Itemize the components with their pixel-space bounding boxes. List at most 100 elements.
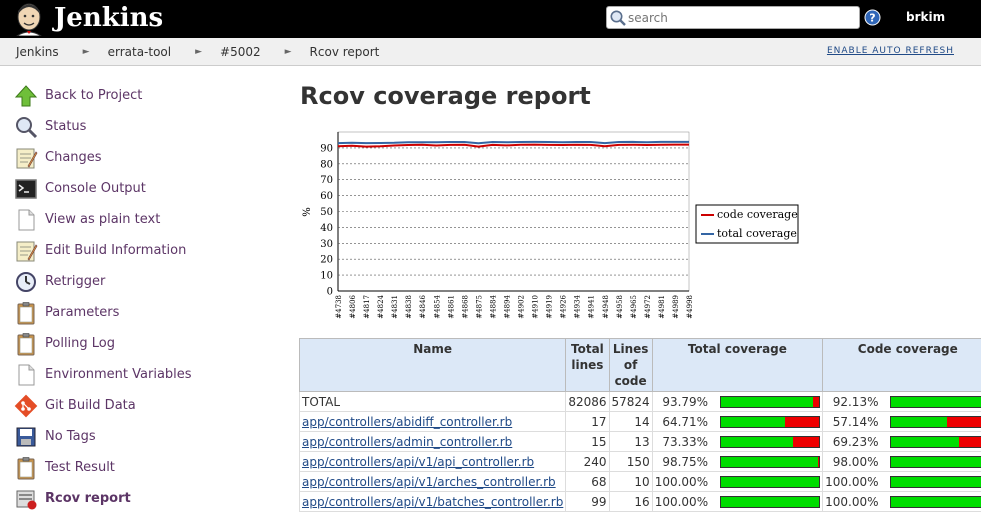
sidebar-item-label: Console Output xyxy=(45,181,146,196)
sidebar-item-label: Back to Project xyxy=(45,88,143,103)
document-icon xyxy=(18,364,35,385)
column-header-name[interactable]: Name xyxy=(298,338,567,392)
chart-y-ticks: 0 10 20 30 40 50 60 70 80 90 xyxy=(320,143,333,297)
enable-auto-refresh-link[interactable]: ENABLE AUTO REFRESH xyxy=(826,46,954,56)
document-icon xyxy=(18,209,35,230)
help-icon[interactable]: ? xyxy=(864,9,881,26)
code-coverage-bar xyxy=(890,495,981,508)
total-coverage-bar-fill xyxy=(721,496,820,507)
chart-x-tick-label: #4981 xyxy=(658,295,666,319)
chevron-right-icon[interactable]: ► xyxy=(284,47,292,57)
sidebar-item-label: Git Build Data xyxy=(45,398,136,413)
breadcrumb-jenkins[interactable]: Jenkins xyxy=(16,45,59,59)
total-coverage-bar-fill xyxy=(721,456,818,467)
cell-total-lines: 68 xyxy=(565,471,610,492)
cell-total-coverage: 100.00% xyxy=(651,491,719,512)
chart-x-tick-label: #4868 xyxy=(461,295,469,319)
sidebar-item-environment-variables[interactable]: Environment Variables xyxy=(14,359,274,390)
chart-x-tick-label: #4806 xyxy=(349,294,357,318)
page-header: Jenkins ? brkim xyxy=(0,0,981,38)
chart-x-tick-label: #4998 xyxy=(686,295,694,319)
table-row: app/controllers/abidiff_controller.rb 17 1… xyxy=(298,411,981,432)
sidebar-item-console-output[interactable]: Console Output xyxy=(14,173,274,204)
sidebar-item-test-result[interactable]: Test Result xyxy=(14,452,274,483)
sidebar: Back to Project Status Changes Console O… xyxy=(14,80,274,514)
chart-x-tick-label: #4838 xyxy=(405,295,413,319)
cell-code-coverage: 57.14% xyxy=(822,411,889,432)
chart-series-line-code-coverage xyxy=(337,143,689,148)
total-label: TOTAL xyxy=(302,394,341,409)
chart-x-tick-label: #4934 xyxy=(574,294,582,318)
code-coverage-bar-cell xyxy=(888,431,981,452)
cell-lines-of-code: 10 xyxy=(608,471,653,492)
file-link[interactable]: app/controllers/abidiff_controller.rb xyxy=(302,414,513,429)
search-box[interactable] xyxy=(606,6,860,29)
cell-code-coverage: 92.13% xyxy=(822,391,889,412)
coverage-trend-chart: 0 10 20 30 40 50 60 70 80 90 #4738 #4806 #4817 #4824… xyxy=(302,131,799,319)
column-header-lines-of-code[interactable]: Lines of code xyxy=(608,338,653,392)
sidebar-item-label: Environment Variables xyxy=(45,367,192,382)
file-link[interactable]: app/controllers/api/v1/arches_controller… xyxy=(302,474,556,489)
chart-x-tick-label: #4910 xyxy=(532,295,540,319)
chart-y-tick-label: 50 xyxy=(320,207,333,218)
column-header-total-coverage[interactable]: Total coverage xyxy=(651,338,824,392)
table-row: app/controllers/api/v1/api_controller.rb… xyxy=(298,451,981,472)
total-coverage-bar-cell xyxy=(718,411,824,432)
sidebar-item-view-as-plain-text[interactable]: View as plain text xyxy=(14,204,274,235)
app-title[interactable]: Jenkins xyxy=(54,3,164,33)
file-link[interactable]: app/controllers/admin_controller.rb xyxy=(302,434,513,449)
column-header-code-coverage[interactable]: Code coverage xyxy=(822,338,981,392)
clipboard-icon xyxy=(17,301,35,324)
sidebar-item-parameters[interactable]: Parameters xyxy=(14,297,274,328)
sidebar-item-status[interactable]: Status xyxy=(14,111,274,142)
sidebar-item-label: Parameters xyxy=(45,305,120,320)
cell-name: app/controllers/api/v1/api_controller.rb xyxy=(298,451,567,472)
code-coverage-bar-fill xyxy=(891,416,948,427)
sidebar-item-back-to-project[interactable]: Back to Project xyxy=(14,80,274,111)
cell-total-coverage: 64.71% xyxy=(651,411,719,432)
breadcrumb-current[interactable]: Rcov report xyxy=(309,45,380,59)
breadcrumb-build[interactable]: #5002 xyxy=(220,45,261,59)
code-coverage-bar xyxy=(890,435,981,448)
search-input[interactable] xyxy=(628,9,856,26)
total-coverage-bar-cell xyxy=(718,471,824,492)
code-coverage-bar xyxy=(890,395,981,408)
cell-code-coverage: 98.00% xyxy=(822,451,889,472)
notepad-icon xyxy=(16,241,38,261)
chart-y-tick-label: 30 xyxy=(320,239,333,250)
sidebar-item-polling-log[interactable]: Polling Log xyxy=(14,328,274,359)
total-coverage-bar xyxy=(720,415,821,428)
code-coverage-bar-fill xyxy=(891,396,981,407)
chevron-right-icon[interactable]: ► xyxy=(82,47,90,57)
chart-x-tick-label: #4824 xyxy=(377,294,385,318)
column-header-total-lines[interactable]: Total lines xyxy=(565,338,610,392)
user-name-link[interactable]: brkim xyxy=(906,10,946,24)
total-coverage-bar xyxy=(720,455,821,468)
code-coverage-bar-cell xyxy=(888,451,981,472)
breadcrumb: Jenkins ► errata-tool ► #5002 ► Rcov rep… xyxy=(16,45,379,59)
sidebar-item-git-build-data[interactable]: Git Build Data xyxy=(14,390,274,421)
up-arrow-icon xyxy=(14,84,38,106)
sidebar-item-rcov-report[interactable]: Rcov report xyxy=(14,483,274,514)
code-coverage-bar-cell xyxy=(888,491,981,512)
sidebar-item-edit-build-information[interactable]: Edit Build Information xyxy=(14,235,274,266)
cell-lines-of-code: 13 xyxy=(608,431,653,452)
code-coverage-bar-cell xyxy=(888,471,981,492)
total-coverage-bar xyxy=(720,475,821,488)
total-coverage-bar-cell xyxy=(718,451,824,472)
sidebar-item-retrigger[interactable]: Retrigger xyxy=(14,266,274,297)
sidebar-item-changes[interactable]: Changes xyxy=(14,142,274,173)
table-row: TOTAL 82086 57824 93.79% 92.13% xyxy=(298,391,981,412)
code-coverage-bar-fill xyxy=(891,456,981,467)
total-coverage-bar-fill xyxy=(721,416,785,427)
breadcrumb-project[interactable]: errata-tool xyxy=(107,45,172,59)
file-link[interactable]: app/controllers/api/v1/batches_controlle… xyxy=(302,494,564,509)
jenkins-logo-icon[interactable] xyxy=(12,2,46,36)
table-header-row: Name Total lines Lines of code Total cov… xyxy=(298,338,981,392)
magnifier-icon xyxy=(16,116,38,138)
chart-x-tick-label: #4854 xyxy=(433,294,441,318)
cell-total-lines: 15 xyxy=(565,431,610,452)
sidebar-item-no-tags[interactable]: No Tags xyxy=(14,421,274,452)
chevron-right-icon[interactable]: ► xyxy=(195,47,203,57)
file-link[interactable]: app/controllers/api/v1/api_controller.rb xyxy=(302,454,535,469)
